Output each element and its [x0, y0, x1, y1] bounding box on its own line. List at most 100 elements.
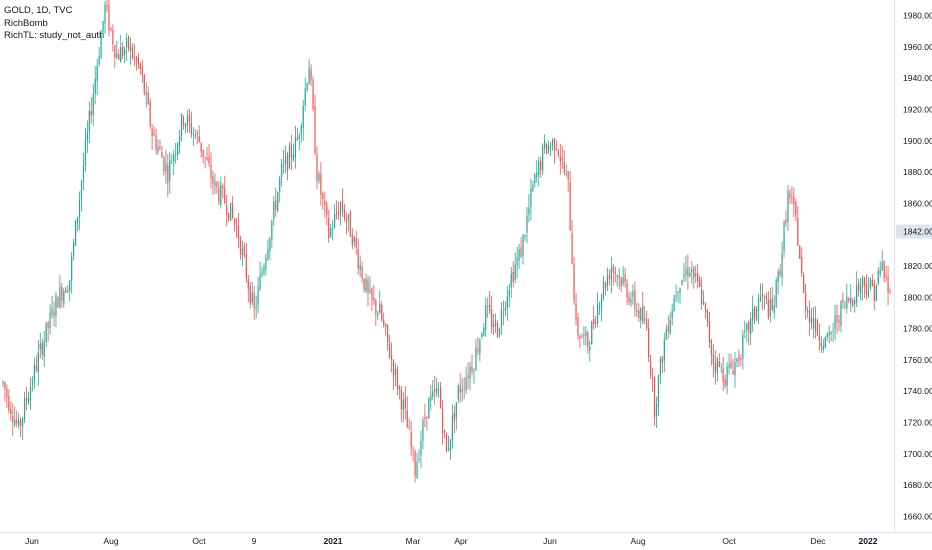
candle-body	[769, 299, 771, 317]
candle-body	[396, 368, 399, 390]
candle-body	[689, 272, 691, 277]
candle-body	[235, 227, 238, 229]
candle	[18, 413, 20, 429]
time-tick-label: Aug	[103, 536, 118, 546]
candle-body	[373, 297, 375, 301]
candle-body	[867, 290, 870, 296]
candle	[545, 143, 548, 155]
candle-body	[793, 196, 795, 205]
time-axis: Jun Aug Oct 9 2021 Mar Apr Jun Aug Oct Dec 2022	[25, 536, 878, 546]
candle	[595, 315, 597, 329]
candle-body	[783, 221, 785, 251]
candle	[659, 355, 662, 384]
candle-body	[669, 319, 671, 334]
candle	[683, 263, 685, 283]
candle-body	[475, 347, 477, 371]
candle-body	[577, 317, 579, 336]
candle	[192, 127, 194, 147]
candle-body	[506, 296, 508, 308]
candle-body	[555, 148, 558, 150]
candle	[35, 355, 37, 373]
candle	[308, 59, 310, 85]
candle-body	[600, 297, 603, 309]
candle	[186, 109, 189, 133]
candle	[345, 212, 348, 235]
candle	[844, 300, 846, 310]
candle	[787, 185, 789, 232]
candle	[532, 180, 534, 193]
candle	[842, 292, 844, 309]
price-tick-label: 1940.00	[903, 73, 932, 83]
candle	[567, 171, 569, 192]
candle	[255, 295, 257, 319]
time-tick-label: 9	[252, 536, 257, 546]
candle-body	[803, 274, 805, 293]
price-tick-label: 1720.00	[903, 417, 932, 427]
price-tick-label: 1800.00	[903, 292, 932, 302]
candle-body	[398, 386, 401, 389]
candle	[718, 352, 720, 368]
candle-body	[410, 431, 412, 447]
candle	[84, 127, 87, 172]
candle-body	[430, 395, 432, 401]
candle-body	[838, 320, 840, 324]
candle	[63, 287, 65, 308]
candle	[396, 365, 399, 396]
candle-body	[363, 278, 365, 290]
candle	[806, 306, 809, 318]
candle-body	[424, 417, 426, 419]
candle	[71, 252, 73, 294]
candle	[712, 344, 715, 378]
candle-body	[591, 321, 593, 345]
candle	[805, 283, 807, 320]
candle	[247, 274, 249, 303]
candle	[420, 430, 422, 469]
candle	[771, 286, 773, 312]
candle	[173, 150, 175, 176]
candle-body	[842, 299, 844, 303]
candle-body	[565, 174, 567, 176]
candle-body	[781, 252, 783, 278]
candle-body	[636, 310, 638, 312]
candle-body	[116, 53, 118, 58]
candle-body	[610, 268, 612, 280]
candle-body	[61, 286, 63, 301]
last-price-marker: 1842.00	[896, 224, 932, 239]
candle	[69, 280, 71, 302]
candle-body	[879, 269, 881, 275]
candle	[357, 238, 359, 276]
price-tick-label: 1980.00	[903, 11, 932, 21]
price-tick-label: 1920.00	[903, 105, 932, 115]
candle	[859, 277, 862, 301]
candle-body	[279, 178, 281, 192]
candle-body	[129, 45, 132, 52]
candle-body	[345, 219, 348, 222]
candle-body	[734, 361, 736, 376]
candle	[257, 276, 259, 314]
candle	[43, 331, 45, 367]
candle	[818, 323, 820, 351]
candle	[281, 158, 283, 187]
candle	[465, 366, 467, 395]
candle-body	[324, 200, 326, 205]
candle-body	[237, 225, 240, 240]
candle-body	[218, 188, 220, 202]
candle	[292, 143, 295, 162]
candle-body	[96, 65, 98, 82]
candle	[253, 285, 255, 320]
candle	[808, 300, 811, 337]
candle	[854, 297, 856, 313]
candle	[636, 303, 638, 318]
candle	[544, 134, 546, 154]
chart-legend: GOLD, 1D, TVC RichBomb RichTL: study_not…	[4, 5, 104, 43]
candle-body	[438, 389, 440, 391]
candle	[21, 416, 24, 441]
candle-body	[869, 279, 872, 288]
candle-body	[63, 291, 65, 304]
candle	[669, 312, 671, 336]
candle-body	[520, 247, 522, 258]
candle	[685, 255, 687, 282]
candle-body	[661, 357, 663, 364]
candle	[37, 339, 39, 386]
